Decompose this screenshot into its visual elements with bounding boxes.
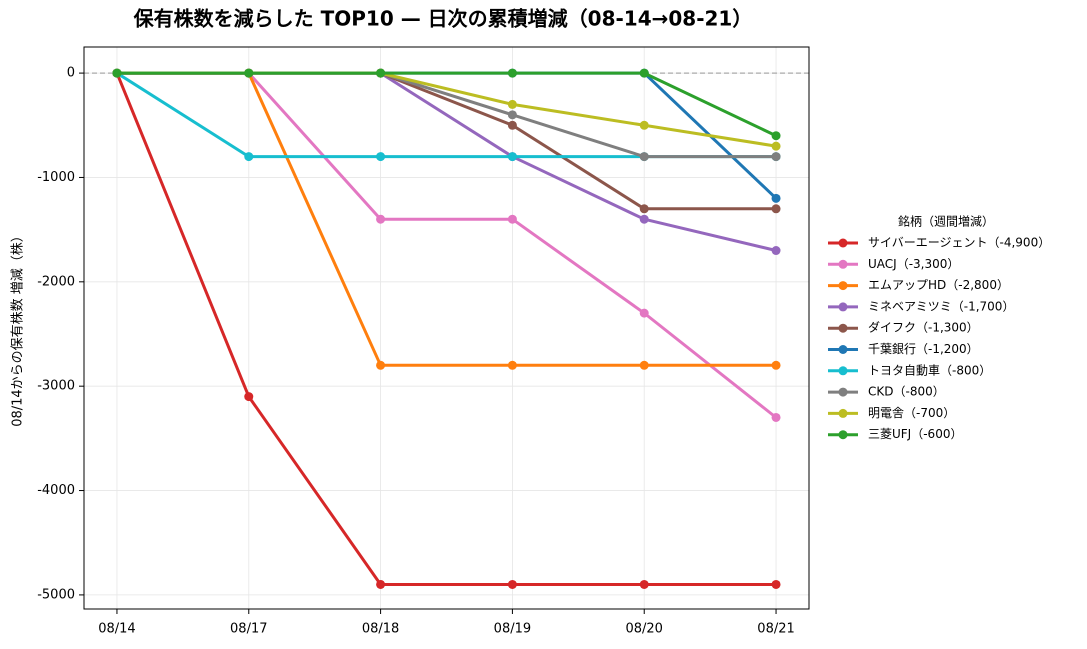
legend-marker <box>838 430 848 440</box>
data-point <box>639 204 649 214</box>
legend-marker <box>838 302 848 312</box>
data-point <box>376 579 386 589</box>
legend-marker <box>838 408 848 418</box>
data-point <box>771 152 781 162</box>
legend-label: CKD（-800） <box>868 385 945 399</box>
legend-title: 銘柄（週間増減） <box>898 214 994 229</box>
data-point <box>507 152 517 162</box>
data-point <box>244 68 254 78</box>
data-point <box>507 110 517 120</box>
plot-frame <box>83 46 810 610</box>
data-point <box>771 579 781 589</box>
y-tick-label: -5000 <box>37 587 75 602</box>
x-tick-label: 08/20 <box>625 622 662 637</box>
legend-label: トヨタ自動車（-800） <box>868 363 991 377</box>
x-tick-label: 08/19 <box>494 622 531 637</box>
legend-label: ミネベアミツミ（-1,700） <box>868 299 1014 313</box>
legend-label: サイバーエージェント（-4,900） <box>868 236 1050 250</box>
y-axis-label: 08/14からの保有株数 増減（株） <box>10 229 26 427</box>
y-tick-label: -3000 <box>37 379 75 394</box>
data-point <box>507 360 517 370</box>
data-point <box>376 152 386 162</box>
legend-label: 千葉銀行（-1,200） <box>868 342 979 356</box>
data-point <box>639 308 649 318</box>
data-point <box>771 412 781 422</box>
data-point <box>639 214 649 224</box>
series-line <box>116 71 777 138</box>
legend-marker <box>838 238 848 248</box>
data-point <box>112 68 122 78</box>
series-line <box>115 72 777 586</box>
data-point <box>244 152 254 162</box>
y-tick-label: -1000 <box>37 170 75 185</box>
legend-marker <box>838 281 848 291</box>
data-point <box>639 68 649 78</box>
data-point <box>376 360 386 370</box>
legend-marker <box>838 366 848 376</box>
data-point <box>639 360 649 370</box>
data-point <box>507 99 517 109</box>
data-point <box>376 68 386 78</box>
data-point <box>771 360 781 370</box>
x-tick-label: 08/14 <box>98 622 135 637</box>
data-point <box>771 246 781 256</box>
legend-label: エムアップHD（-2,800） <box>868 278 1009 292</box>
data-point <box>376 214 386 224</box>
data-point <box>771 193 781 203</box>
legend-label: UACJ（-3,300） <box>868 257 959 271</box>
data-point <box>639 120 649 130</box>
legend-label: 三菱UFJ（-600） <box>868 427 962 441</box>
data-point <box>507 579 517 589</box>
y-tick-label: 0 <box>67 66 75 81</box>
data-point <box>771 141 781 151</box>
x-tick-label: 08/18 <box>362 622 399 637</box>
x-tick-label: 08/17 <box>230 622 267 637</box>
legend-marker <box>838 323 848 333</box>
legend-marker <box>838 387 848 397</box>
data-point <box>507 120 517 130</box>
legend-label: 明電舎（-700） <box>868 406 955 420</box>
data-point <box>639 152 649 162</box>
y-tick-label: -4000 <box>37 483 75 498</box>
data-point <box>771 204 781 214</box>
legend-marker <box>838 345 848 354</box>
data-point <box>507 68 517 78</box>
data-point <box>639 579 649 589</box>
y-tick-label: -2000 <box>37 274 75 289</box>
x-tick-label: 08/21 <box>757 622 794 637</box>
data-point <box>771 131 781 141</box>
legend-label: ダイフク（-1,300） <box>868 320 979 335</box>
legend-marker <box>838 259 848 269</box>
data-point <box>244 392 254 402</box>
chart-title: 保有株数を減らした TOP10 — 日次の累積増減（08-14→08-21） <box>133 7 753 31</box>
data-point <box>507 214 517 224</box>
